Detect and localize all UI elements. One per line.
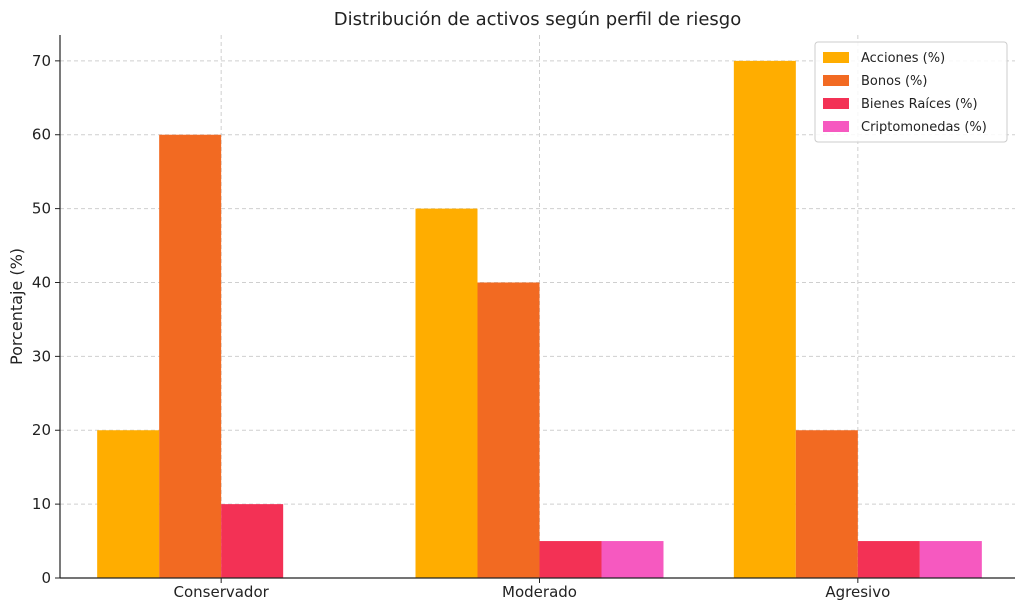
bar — [733, 60, 796, 579]
y-axis-title: Porcentaje (%) — [7, 248, 26, 365]
y-tick-label: 10 — [32, 495, 51, 513]
legend-label: Bienes Raíces (%) — [861, 97, 978, 112]
bar — [919, 541, 982, 578]
bar — [97, 430, 160, 578]
bars — [97, 60, 982, 579]
y-ticks: 0 10 20 30 40 50 60 70 — [32, 52, 60, 587]
x-tick-label: Conservador — [174, 583, 270, 601]
axes — [59, 35, 1015, 579]
legend-box — [814, 41, 1008, 143]
chart-title: Distribución de activos según perfil de … — [334, 9, 741, 30]
legend-label: Criptomonedas (%) — [861, 120, 987, 135]
bar — [795, 430, 858, 578]
legend: Acciones (%) Bonos (%) Bienes Raíces (%) Cr… — [814, 41, 1008, 143]
y-tick-label: 20 — [32, 421, 51, 439]
y-tick-label: 50 — [32, 200, 51, 218]
x-tick-label: Moderado — [502, 583, 577, 601]
legend-label: Bonos (%) — [861, 74, 927, 89]
legend-swatch — [823, 121, 849, 132]
bar — [857, 541, 920, 578]
bar — [159, 134, 222, 579]
legend-swatch — [823, 98, 849, 109]
legend-label: Acciones (%) — [861, 51, 945, 66]
bar — [539, 541, 602, 578]
y-tick-label: 70 — [32, 52, 51, 70]
y-tick-label: 30 — [32, 347, 51, 365]
bar — [477, 282, 540, 578]
legend-swatch — [823, 75, 849, 86]
bar — [221, 504, 284, 578]
y-tick-label: 0 — [41, 569, 51, 587]
bar — [601, 541, 664, 578]
x-ticks: Conservador Moderado Agresivo — [174, 578, 890, 601]
legend-swatch — [823, 52, 849, 63]
y-tick-label: 60 — [32, 126, 51, 144]
y-tick-label: 40 — [32, 273, 51, 291]
bar — [415, 208, 478, 578]
x-tick-label: Agresivo — [825, 583, 890, 601]
